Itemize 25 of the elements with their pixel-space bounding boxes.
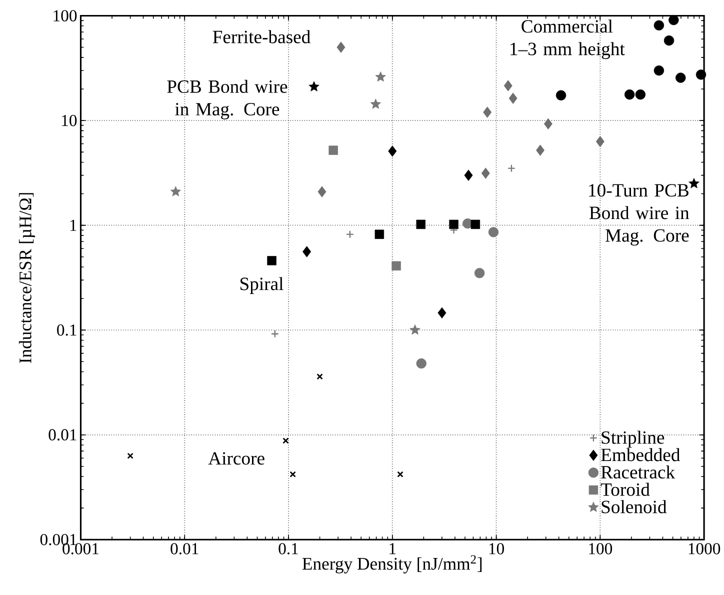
annotation: Commercial 1–3 mm height <box>510 20 625 60</box>
y-tick-label: 100 <box>54 10 77 22</box>
x-tick-label: 1000 <box>688 543 720 554</box>
y-tick-label: 0.01 <box>48 429 76 441</box>
annotation: 10-Turn PCB Bond wire in Mag. Core <box>589 184 690 246</box>
annotation: Spiral <box>240 277 284 294</box>
annotation: Aircore <box>208 452 264 465</box>
x-tick-label: 100 <box>589 543 612 554</box>
y-tick-label: 0.001 <box>40 534 76 546</box>
legend-label: Embedded <box>601 448 680 462</box>
y-tick-label: 0.1 <box>57 324 76 336</box>
y-tick-label: 1 <box>70 220 76 231</box>
y-axis-title: Inductance/ESR [µH/Ω] <box>18 193 35 364</box>
x-tick-label: 0.1 <box>278 543 298 555</box>
annotation: PCB Bond wire in Mag. Core <box>167 80 288 120</box>
legend-label: Stripline <box>602 430 664 448</box>
legend-label: Racetrack <box>601 466 676 479</box>
x-axis-title: Energy Density [nJ/mm$^{2}$] <box>302 555 482 574</box>
annotation: Ferrite-based <box>212 30 310 44</box>
legend-label: Solenoid <box>602 500 667 514</box>
y-tick-label: 10 <box>62 115 77 126</box>
legend-label: Toroid <box>600 482 650 496</box>
x-tick-label: 10 <box>489 543 504 554</box>
x-tick-label: 1 <box>390 543 396 554</box>
x-tick-label: 0.01 <box>170 543 198 555</box>
